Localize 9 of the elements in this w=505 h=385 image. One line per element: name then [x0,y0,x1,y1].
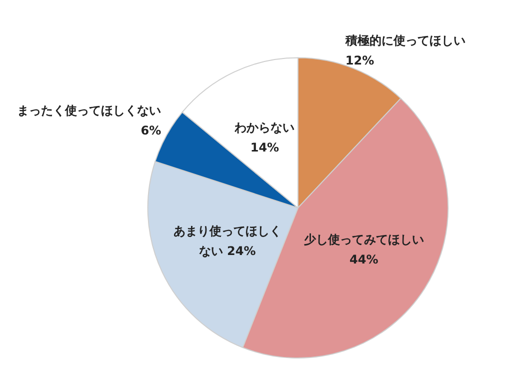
slice-label: まったく使ってほしくない [17,104,162,118]
slice-label: 少し使ってみてほしい [302,232,424,247]
data-label: 14% [250,140,280,154]
slice-label: あまり使ってほしくない 24% [173,224,282,258]
data-label: 12% [345,54,374,68]
slice-label: わからない [234,120,295,134]
data-label: 6% [140,124,162,138]
slice-label: 積極的に使ってほしい [344,34,466,48]
data-label: 44% [350,252,378,267]
